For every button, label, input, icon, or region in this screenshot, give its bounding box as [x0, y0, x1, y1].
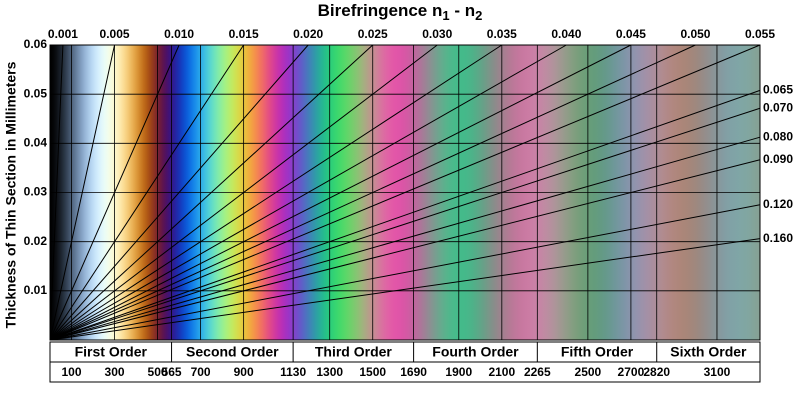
right-tick-label: 0.065 [763, 83, 793, 97]
retardation-label: 2700 [618, 365, 645, 379]
retardation-row [49, 361, 761, 383]
y-tick-label: 0.06 [24, 37, 48, 51]
retardation-label: 2500 [575, 365, 602, 379]
retardation-label: 500 [148, 365, 168, 379]
x-tick-label: 0.015 [229, 27, 259, 41]
retardation-label: 2265 [524, 365, 551, 379]
birefringence-line [49, 44, 438, 341]
order-row [49, 341, 761, 363]
title-part: Birefringence n [318, 1, 443, 20]
birefringence-line [49, 44, 503, 341]
x-tick-label: 0.010 [164, 27, 194, 41]
retardation-label: 700 [191, 365, 211, 379]
retardation-label: 1500 [359, 365, 386, 379]
x-tick-label: 0.045 [616, 27, 646, 41]
right-tick-label: 0.120 [763, 197, 793, 211]
birefringence-line [49, 238, 761, 341]
retardation-label: 900 [234, 365, 254, 379]
retardation-label: 565 [162, 365, 182, 379]
chart-title: Birefringence n1 - n2 [318, 1, 483, 23]
x-tick-label: 0.020 [293, 27, 323, 41]
retardation-label: 1690 [400, 365, 427, 379]
x-tick-label: 0.035 [487, 27, 517, 41]
order-label: First Order [75, 344, 148, 360]
birefringence-line [49, 44, 632, 341]
birefringence-line [49, 107, 761, 341]
birefringence-line [49, 44, 180, 341]
birefringence-line [49, 44, 64, 341]
birefringence-line [49, 136, 761, 341]
y-tick-label: 0.05 [24, 86, 48, 100]
retardation-label: 300 [105, 365, 125, 379]
x-tick-label: 0.001 [48, 27, 78, 41]
order-label: Second Order [186, 344, 279, 360]
retardation-label: 3100 [704, 365, 731, 379]
birefringence-line [49, 204, 761, 341]
retardation-label: 1300 [316, 365, 343, 379]
x-tick-label: 0.030 [422, 27, 452, 41]
y-tick-label: 0.01 [24, 283, 48, 297]
y-tick-label: 0.03 [24, 185, 48, 199]
retardation-label: 1130 [280, 365, 306, 379]
order-label: Third Order [315, 344, 393, 360]
title-part: 1 [442, 8, 449, 23]
plot-frame [49, 44, 761, 341]
right-tick-label: 0.070 [763, 100, 793, 114]
y-tick-label: 0.04 [24, 136, 48, 150]
retardation-label: 1900 [445, 365, 472, 379]
retardation-label: 2100 [488, 365, 515, 379]
y-axis-title: Thickness of Thin Section in Millimeters [3, 61, 19, 328]
y-tick-label: 0.02 [24, 234, 48, 248]
order-label: Fourth Order [432, 344, 519, 360]
retardation-label: 2820 [643, 365, 670, 379]
title-part: - n [450, 1, 476, 20]
birefringence-line [49, 44, 245, 341]
birefringence-line [49, 44, 116, 341]
x-tick-label: 0.055 [745, 27, 775, 41]
birefringence-line [49, 44, 309, 341]
retardation-label: 100 [61, 365, 81, 379]
birefringence-line [49, 44, 374, 341]
birefringence-line [49, 89, 761, 341]
x-tick-label: 0.040 [551, 27, 581, 41]
birefringence-line [49, 44, 696, 341]
birefringence-line [49, 44, 761, 341]
right-tick-label: 0.160 [763, 231, 793, 245]
title-part: 2 [475, 8, 482, 23]
order-label: Sixth Order [670, 344, 747, 360]
x-tick-label: 0.050 [680, 27, 710, 41]
x-tick-label: 0.005 [100, 27, 130, 41]
birefringence-line [49, 159, 761, 341]
order-label: Fifth Order [561, 344, 634, 360]
birefringence-line [49, 44, 567, 341]
right-tick-label: 0.090 [763, 152, 793, 166]
x-tick-label: 0.025 [358, 27, 388, 41]
right-tick-label: 0.080 [763, 129, 793, 143]
